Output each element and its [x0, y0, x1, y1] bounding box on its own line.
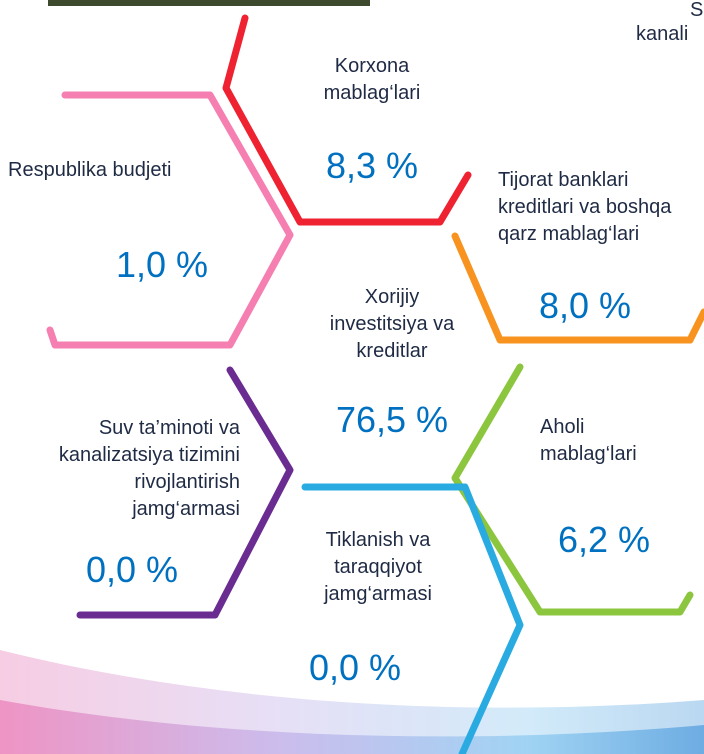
segment-label: kreditlar [356, 340, 427, 362]
segment-value: 0,0 % [86, 549, 178, 590]
segment-value: 76,5 % [336, 399, 448, 440]
corner-text: kanali [636, 23, 688, 45]
segment-label: kanalizatsiya tizimini [59, 444, 240, 466]
segment-label: Aholi [540, 416, 584, 438]
segment-label: Respublika budjeti [8, 159, 171, 181]
segment-label: Xorijiy [365, 286, 419, 308]
segment-value: 6,2 % [558, 519, 650, 560]
segment-label: jamg‘armasi [131, 498, 240, 520]
segment-label: qarz mablag‘lari [498, 223, 639, 245]
page: {"segments": [ {"label": ["Korxona", "ma… [0, 0, 704, 754]
segment-label: Korxona [335, 55, 410, 77]
segment-label: Suv ta’minoti va [99, 417, 241, 439]
segment-label: taraqqiyot [334, 556, 422, 578]
segment-label: investitsiya va [330, 313, 455, 335]
infographic: Korxona mablag‘lari 8,3 % Respublika budjet… [0, 0, 704, 754]
segment-label: kreditlari va boshqa [498, 196, 672, 218]
segment-label: Tijorat banklari [498, 169, 628, 191]
segment-value: 0,0 % [309, 647, 401, 688]
segment-value: 8,0 % [539, 285, 631, 326]
segment-value: 1,0 % [116, 244, 208, 285]
segment-label: Tiklanish va [326, 529, 432, 551]
segment-label: rivojlantirish [134, 471, 240, 493]
segment-label: mablag‘lari [540, 443, 637, 465]
segment-value: 8,3 % [326, 145, 418, 186]
segment-label: mablag‘lari [324, 82, 421, 104]
segment-label: jamg‘armasi [323, 583, 432, 605]
photo-edge [48, 0, 370, 6]
hex-green [455, 367, 690, 612]
corner-text: S [690, 0, 703, 21]
